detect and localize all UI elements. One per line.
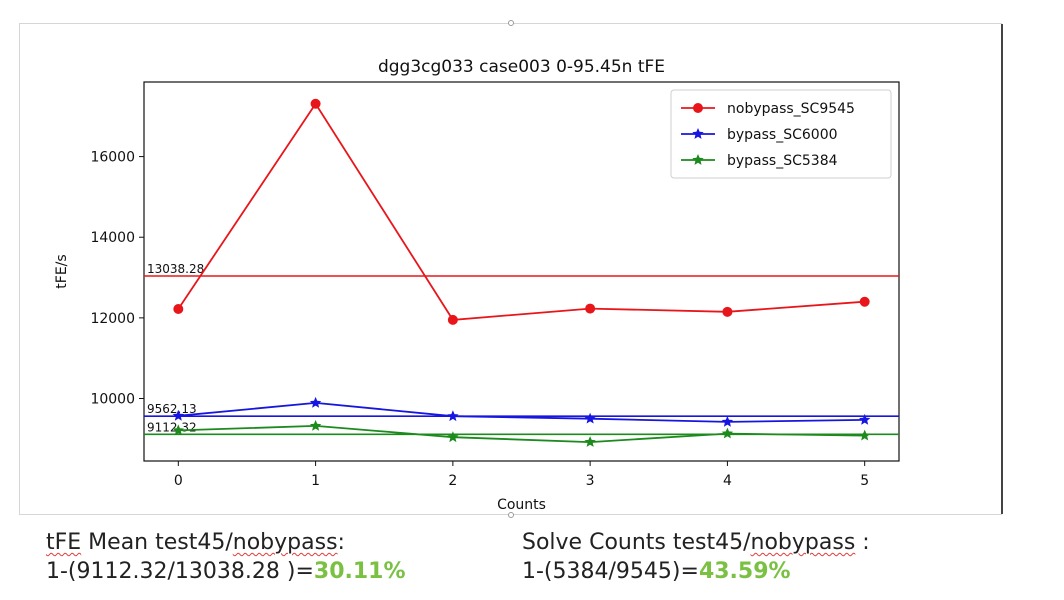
data-point — [172, 424, 184, 436]
data-point — [310, 98, 321, 109]
legend-label: bypass_SC6000 — [727, 127, 838, 143]
legend-marker — [692, 128, 704, 139]
data-point — [721, 415, 734, 427]
y-tick-label: 16000 — [90, 150, 135, 166]
mean-line-label: 13038.28 — [147, 262, 204, 276]
x-tick-label: 0 — [174, 473, 183, 489]
x-tick-label: 4 — [723, 473, 732, 489]
resize-handle-bottom[interactable] — [508, 512, 514, 518]
mean-line-label: 9562.13 — [147, 402, 197, 416]
x-tick-label: 5 — [860, 473, 869, 489]
chart-frame[interactable] — [19, 20, 1003, 518]
solve-counts-formula: 1-(5384/9545)= — [522, 559, 699, 584]
legend-marker — [692, 154, 704, 165]
data-point — [859, 413, 871, 425]
tfe-mean-underlined-b: nobypass — [232, 530, 338, 555]
data-point — [309, 419, 322, 431]
legend-marker — [693, 103, 703, 113]
data-point — [173, 303, 184, 314]
data-point — [859, 429, 871, 441]
data-point — [721, 427, 734, 439]
data-point — [584, 412, 596, 424]
data-point — [447, 314, 458, 325]
solve-counts-result: 43.59% — [698, 559, 791, 584]
tfe-mean-formula: 1-(9112.32/13038.28 )= — [46, 559, 314, 584]
chart-title: dgg3cg033 case003 0-95.45n tFE — [378, 57, 665, 77]
series-line — [177, 102, 865, 321]
tfe-mean-formula-line: 1-(9112.32/13038.28 )=30.11% — [46, 557, 406, 586]
tfe-mean-result: 30.11% — [313, 559, 406, 584]
tfe-mean-tail: : — [337, 530, 345, 555]
solve-counts-head: Solve Counts test45/ — [522, 530, 751, 555]
tfe-mean-heading: tFE Mean test45/nobypass: — [46, 528, 406, 557]
data-point — [447, 410, 459, 422]
solve-counts-tail: : — [855, 530, 870, 555]
solve-counts-formula-line: 1-(5384/9545)=43.59% — [522, 557, 870, 586]
solve-counts-heading: Solve Counts test45/nobypass : — [522, 528, 870, 557]
data-point — [447, 431, 459, 443]
legend-box — [670, 89, 892, 179]
series-line — [178, 401, 865, 423]
tfe-mean-mid: Mean test45/ — [81, 530, 233, 555]
data-point — [172, 409, 184, 421]
series-line — [178, 424, 865, 444]
x-tick-label: 2 — [448, 473, 457, 489]
y-tick-label: 10000 — [90, 392, 135, 408]
mean-line-label: 9112.32 — [147, 420, 197, 434]
legend-label: bypass_SC5384 — [727, 153, 838, 169]
solve-counts-underlined: nobypass — [750, 530, 856, 555]
y-tick-label: 12000 — [90, 311, 135, 327]
x-tick-label: 1 — [311, 473, 320, 489]
data-point — [309, 396, 322, 408]
frame-edge-right — [1001, 24, 1003, 514]
x-axis-label: Counts — [497, 497, 546, 513]
x-tick-label: 3 — [586, 473, 595, 489]
tfe-mean-underlined-a: tFE — [46, 530, 82, 555]
legend-label: nobypass_SC9545 — [727, 101, 855, 117]
data-point — [585, 303, 596, 314]
solve-counts-caption: Solve Counts test45/nobypass : 1-(5384/9… — [522, 528, 870, 586]
resize-handle-top[interactable] — [508, 20, 514, 26]
tfe-mean-caption: tFE Mean test45/nobypass: 1-(9112.32/130… — [46, 528, 406, 586]
y-axis-label: tFE/s — [54, 254, 70, 288]
line-chart: dgg3cg033 case003 0-95.45n tFE 0 1 2 3 4 5 1000… — [54, 57, 900, 513]
data-point — [584, 436, 596, 447]
data-point — [859, 296, 870, 307]
plot-area — [143, 81, 900, 462]
y-tick-label: 14000 — [90, 230, 135, 246]
data-point — [722, 306, 733, 317]
